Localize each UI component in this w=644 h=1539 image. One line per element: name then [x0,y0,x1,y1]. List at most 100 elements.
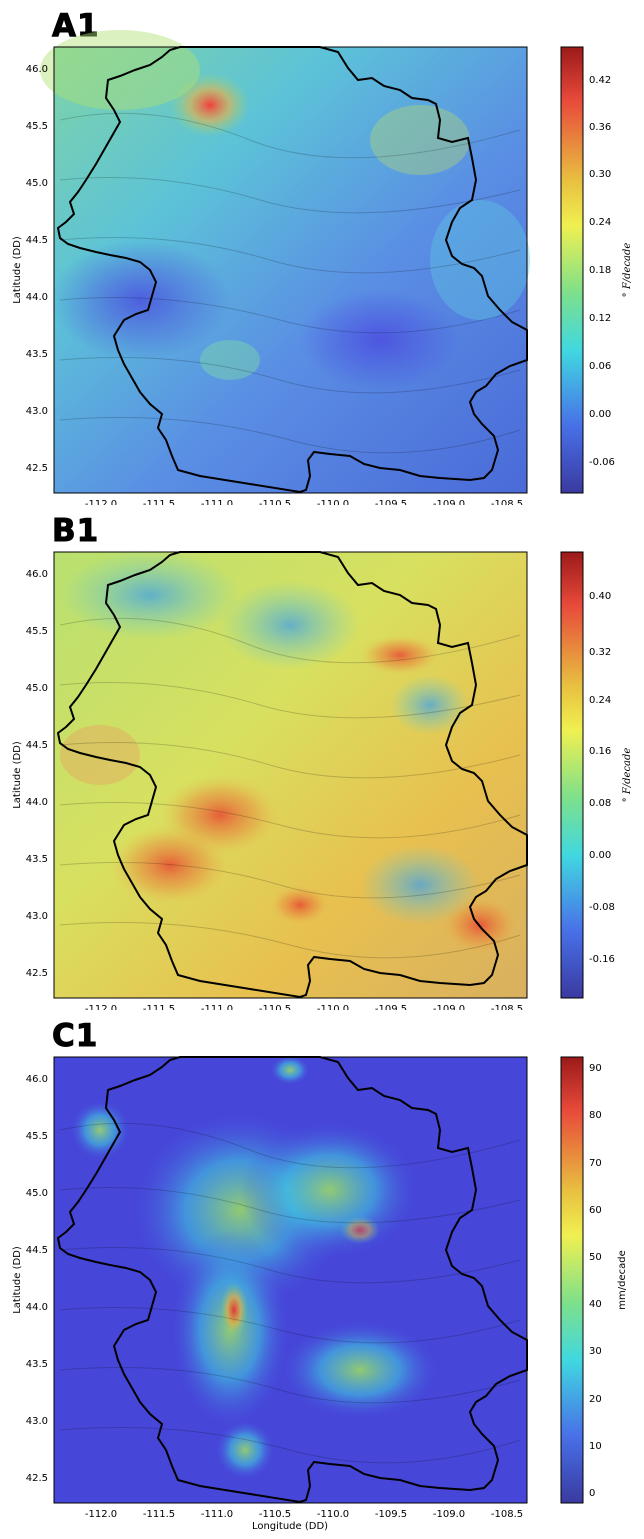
y-tick-label: 45.0 [26,1188,48,1199]
x-ticks: -112.0 -111.5 -111.0 -110.5 -110.0 -109.… [85,499,523,505]
y-tick-label: 43.5 [26,1359,48,1370]
map-figure: 46.0 45.5 45.0 44.5 44.0 43.5 43.0 42.5 … [12,30,633,505]
x-tick-label: -109.0 [433,499,465,505]
colorbar-tick-label: 0.24 [589,695,611,706]
x-tick-label: -110.5 [259,499,291,505]
colorbar-tick-label: 0.40 [589,591,611,602]
colorbar-tick-label: 0 [589,1488,595,1499]
colorbar-tick-label: 0.18 [589,265,611,276]
colorbar-tick-label: -0.08 [589,902,615,913]
colorbar-label: ° F/decade [622,748,633,803]
colorbar-tick-label: 0.42 [589,75,611,86]
y-ticks: 46.0 45.5 45.0 44.5 44.0 43.5 43.0 42.5 [26,569,48,979]
y-tick-label: 44.0 [26,1302,48,1313]
y-tick-label: 42.5 [26,1473,48,1484]
colorbar-tick-label: 40 [589,1299,602,1310]
y-tick-label: 45.5 [26,1131,48,1142]
y-tick-label: 46.0 [26,64,48,75]
map-figure: 46.0 45.5 45.0 44.5 44.0 43.5 43.0 42.5 … [12,1055,628,1532]
x-tick-label: -110.0 [317,499,349,505]
colorbar-tick-label: 0.08 [589,798,611,809]
x-tick-label: -110.0 [317,1509,349,1520]
y-tick-label: 42.5 [26,968,48,979]
x-tick-label: -109.0 [433,1509,465,1520]
x-tick-label: -108.5 [491,1004,523,1010]
x-tick-label: -110.5 [259,1004,291,1010]
panel-label: B1 [51,513,100,550]
x-ticks: -112.0 -111.5 -111.0 -110.5 -110.0 -109.… [85,1509,523,1520]
study-area-boundary [56,1056,528,1504]
x-tick-label: -111.0 [201,499,233,505]
y-ticks: 46.0 45.5 45.0 44.5 44.0 43.5 43.0 42.5 [26,1074,48,1484]
y-axis-label: Latitude (DD) [12,1246,23,1314]
panel-label: C1 [51,1018,99,1055]
x-tick-label: -109.5 [375,1004,407,1010]
colorbar-tick-label: -0.06 [589,457,615,468]
panel-label: A1 [52,8,100,45]
colorbar-tick-label: -0.16 [589,954,615,965]
x-axis-label: Longitude (DD) [252,1521,328,1532]
y-tick-label: 45.5 [26,626,48,637]
x-tick-label: -111.0 [201,1004,233,1010]
colorbar-label: ° F/decade [622,243,633,298]
colorbar: 0.40 0.32 0.24 0.16 0.08 0.00 -0.08 -0.1… [560,551,633,999]
study-area-boundary [56,551,528,999]
colorbar-tick-label: 0.24 [589,217,611,228]
y-tick-label: 43.0 [26,406,48,417]
y-tick-label: 46.0 [26,1074,48,1085]
colorbar-tick-label: 0.06 [589,361,611,372]
map-frame [53,1056,528,1504]
x-tick-label: -109.5 [375,1509,407,1520]
y-tick-label: 45.0 [26,683,48,694]
y-tick-label: 43.0 [26,1416,48,1427]
y-tick-label: 42.5 [26,463,48,474]
map-area [54,1055,528,1504]
y-tick-label: 43.0 [26,911,48,922]
colorbar-tick-label: 30 [589,1346,602,1357]
y-tick-label: 44.5 [26,1245,48,1256]
x-tick-label: -108.5 [491,499,523,505]
map-panel-c1: C1 [0,1010,644,1533]
colorbar-tick-label: 50 [589,1252,602,1263]
colorbar: 0.42 0.36 0.30 0.24 0.18 0.12 0.06 0.00 … [560,46,633,494]
colorbar-label: mm/decade [617,1250,628,1309]
colorbar-tick-label: 60 [589,1205,602,1216]
x-ticks: -112.0 -111.5 -111.0 -110.5 -110.0 -109.… [85,1004,523,1010]
x-tick-label: -109.5 [375,499,407,505]
y-tick-label: 46.0 [26,569,48,580]
colorbar-tick-label: 80 [589,1110,602,1121]
y-tick-label: 44.5 [26,235,48,246]
colorbar: 90 80 70 60 50 40 30 20 10 0 mm/decade [560,1056,628,1504]
x-tick-label: -111.5 [143,499,175,505]
y-tick-label: 43.5 [26,854,48,865]
x-tick-label: -110.5 [259,1509,291,1520]
map-frame [53,551,528,999]
study-area-boundary [56,46,528,494]
y-tick-label: 44.0 [26,292,48,303]
x-tick-label: -112.0 [85,1509,117,1520]
map-frame [53,46,528,494]
x-tick-label: -112.0 [85,499,117,505]
x-tick-label: -112.0 [85,1004,117,1010]
colorbar-tick-label: 10 [589,1441,602,1452]
colorbar-tick-label: 90 [589,1063,602,1074]
y-tick-label: 45.0 [26,178,48,189]
y-tick-label: 45.5 [26,121,48,132]
y-axis-label: Latitude (DD) [12,741,23,809]
map-panel-b1: B1 [0,505,644,1011]
colorbar-tick-label: 0.00 [589,409,611,420]
y-ticks: 46.0 45.5 45.0 44.5 44.0 43.5 43.0 42.5 [26,64,48,474]
x-tick-label: -111.5 [143,1004,175,1010]
x-tick-label: -110.0 [317,1004,349,1010]
y-axis-label: Latitude (DD) [12,236,23,304]
map-area [54,550,528,999]
colorbar-tick-label: 0.00 [589,850,611,861]
y-tick-label: 43.5 [26,349,48,360]
x-tick-label: -108.5 [491,1509,523,1520]
colorbar-tick-label: 0.32 [589,647,611,658]
y-tick-label: 44.0 [26,797,48,808]
y-tick-label: 44.5 [26,740,48,751]
map-area [40,30,530,494]
x-tick-label: -111.0 [201,1509,233,1520]
colorbar-tick-label: 20 [589,1394,602,1405]
